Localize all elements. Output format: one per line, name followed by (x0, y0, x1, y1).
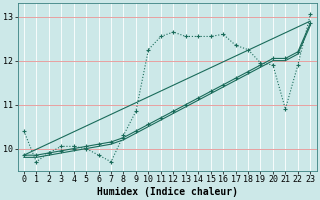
X-axis label: Humidex (Indice chaleur): Humidex (Indice chaleur) (97, 186, 237, 197)
